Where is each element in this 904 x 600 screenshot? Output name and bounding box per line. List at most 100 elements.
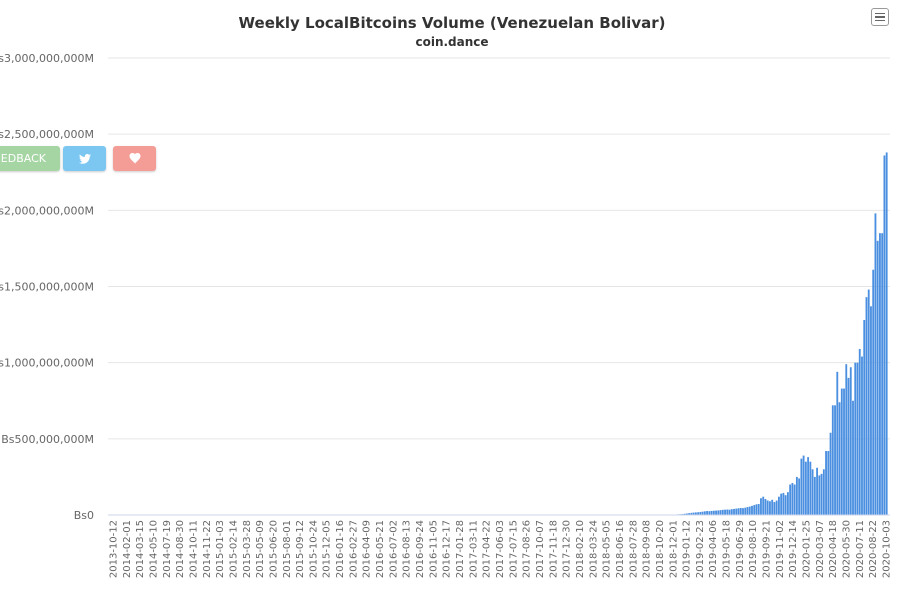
bar[interactable]	[764, 499, 767, 515]
bar[interactable]	[798, 478, 801, 515]
bar[interactable]	[856, 362, 859, 515]
chart-menu-button[interactable]	[871, 8, 889, 26]
bar[interactable]	[829, 432, 832, 515]
bar[interactable]	[849, 367, 852, 515]
feedback-label: EDBACK	[0, 152, 46, 165]
bar[interactable]	[876, 240, 879, 516]
bar[interactable]	[800, 458, 803, 515]
bar[interactable]	[748, 506, 751, 515]
bar[interactable]	[838, 402, 841, 515]
bar[interactable]	[795, 476, 798, 515]
bar[interactable]	[807, 457, 810, 515]
bar[interactable]	[840, 388, 843, 515]
bar[interactable]	[708, 511, 711, 515]
bar[interactable]	[683, 513, 686, 515]
bar[interactable]	[699, 511, 702, 515]
bar[interactable]	[874, 213, 877, 515]
twitter-button[interactable]	[63, 146, 106, 171]
x-tick-label: 2017-04-22	[482, 520, 493, 578]
bar[interactable]	[847, 377, 850, 515]
bar[interactable]	[701, 511, 704, 515]
bar[interactable]	[771, 499, 774, 515]
bar[interactable]	[719, 510, 722, 515]
bar[interactable]	[782, 492, 785, 515]
x-tick-label: 2014-03-15	[135, 520, 146, 578]
bar[interactable]	[690, 512, 693, 515]
bar[interactable]	[685, 513, 688, 515]
bar[interactable]	[688, 513, 691, 515]
bar[interactable]	[831, 405, 834, 515]
bar[interactable]	[739, 507, 742, 515]
bar[interactable]	[769, 501, 771, 515]
bar[interactable]	[836, 371, 839, 515]
bar[interactable]	[802, 455, 805, 515]
bar[interactable]	[721, 509, 724, 515]
bar[interactable]	[746, 507, 749, 515]
bar[interactable]	[858, 348, 861, 515]
bar[interactable]	[827, 451, 830, 515]
bar[interactable]	[692, 512, 695, 515]
bar[interactable]	[791, 483, 794, 515]
bar[interactable]	[762, 496, 765, 515]
bar[interactable]	[753, 505, 756, 515]
bar[interactable]	[845, 364, 848, 515]
bar[interactable]	[852, 400, 854, 515]
bar[interactable]	[786, 492, 789, 515]
bar[interactable]	[697, 512, 700, 515]
bar[interactable]	[809, 461, 812, 515]
bar[interactable]	[872, 269, 875, 515]
bar[interactable]	[742, 508, 744, 515]
bar[interactable]	[737, 508, 740, 515]
bar[interactable]	[724, 509, 726, 515]
bar[interactable]	[881, 233, 884, 515]
x-tick-label: 2018-05-05	[602, 520, 613, 578]
bar[interactable]	[843, 388, 845, 515]
bar[interactable]	[793, 484, 796, 515]
bar[interactable]	[733, 508, 735, 515]
bar[interactable]	[863, 320, 866, 515]
bar[interactable]	[778, 496, 780, 515]
bar[interactable]	[755, 504, 758, 515]
bar[interactable]	[728, 509, 731, 515]
bar[interactable]	[854, 362, 857, 515]
bar[interactable]	[751, 505, 753, 515]
bar[interactable]	[822, 469, 825, 515]
bar[interactable]	[735, 508, 738, 515]
bar[interactable]	[706, 511, 708, 515]
bar[interactable]	[784, 495, 787, 515]
bar[interactable]	[820, 473, 823, 515]
bar[interactable]	[885, 152, 888, 515]
x-tick-label: 2014-10-11	[188, 520, 199, 578]
bar[interactable]	[870, 306, 872, 515]
bar[interactable]	[867, 289, 870, 515]
bar[interactable]	[715, 510, 717, 515]
bar[interactable]	[811, 469, 814, 515]
bar[interactable]	[804, 461, 807, 515]
bar[interactable]	[712, 510, 715, 515]
bar[interactable]	[834, 405, 836, 515]
bar[interactable]	[766, 500, 769, 515]
bar[interactable]	[879, 233, 881, 515]
bar[interactable]	[775, 500, 778, 515]
bar[interactable]	[818, 475, 821, 515]
bar[interactable]	[703, 511, 706, 515]
bar[interactable]	[816, 467, 818, 515]
bar[interactable]	[789, 484, 792, 515]
bar[interactable]	[694, 512, 697, 515]
bar[interactable]	[883, 155, 886, 516]
bar[interactable]	[865, 297, 868, 515]
bar[interactable]	[780, 493, 783, 515]
heart-button[interactable]	[113, 146, 156, 171]
bar[interactable]	[717, 510, 720, 515]
bar[interactable]	[726, 509, 729, 515]
bar[interactable]	[813, 476, 816, 515]
bar[interactable]	[825, 451, 827, 515]
bar[interactable]	[730, 509, 733, 515]
bar[interactable]	[861, 356, 863, 515]
feedback-button[interactable]: EDBACK	[0, 146, 60, 171]
bar[interactable]	[744, 507, 747, 515]
bar[interactable]	[760, 498, 762, 515]
bar[interactable]	[757, 504, 760, 515]
bar[interactable]	[710, 510, 713, 515]
bar[interactable]	[773, 502, 776, 515]
